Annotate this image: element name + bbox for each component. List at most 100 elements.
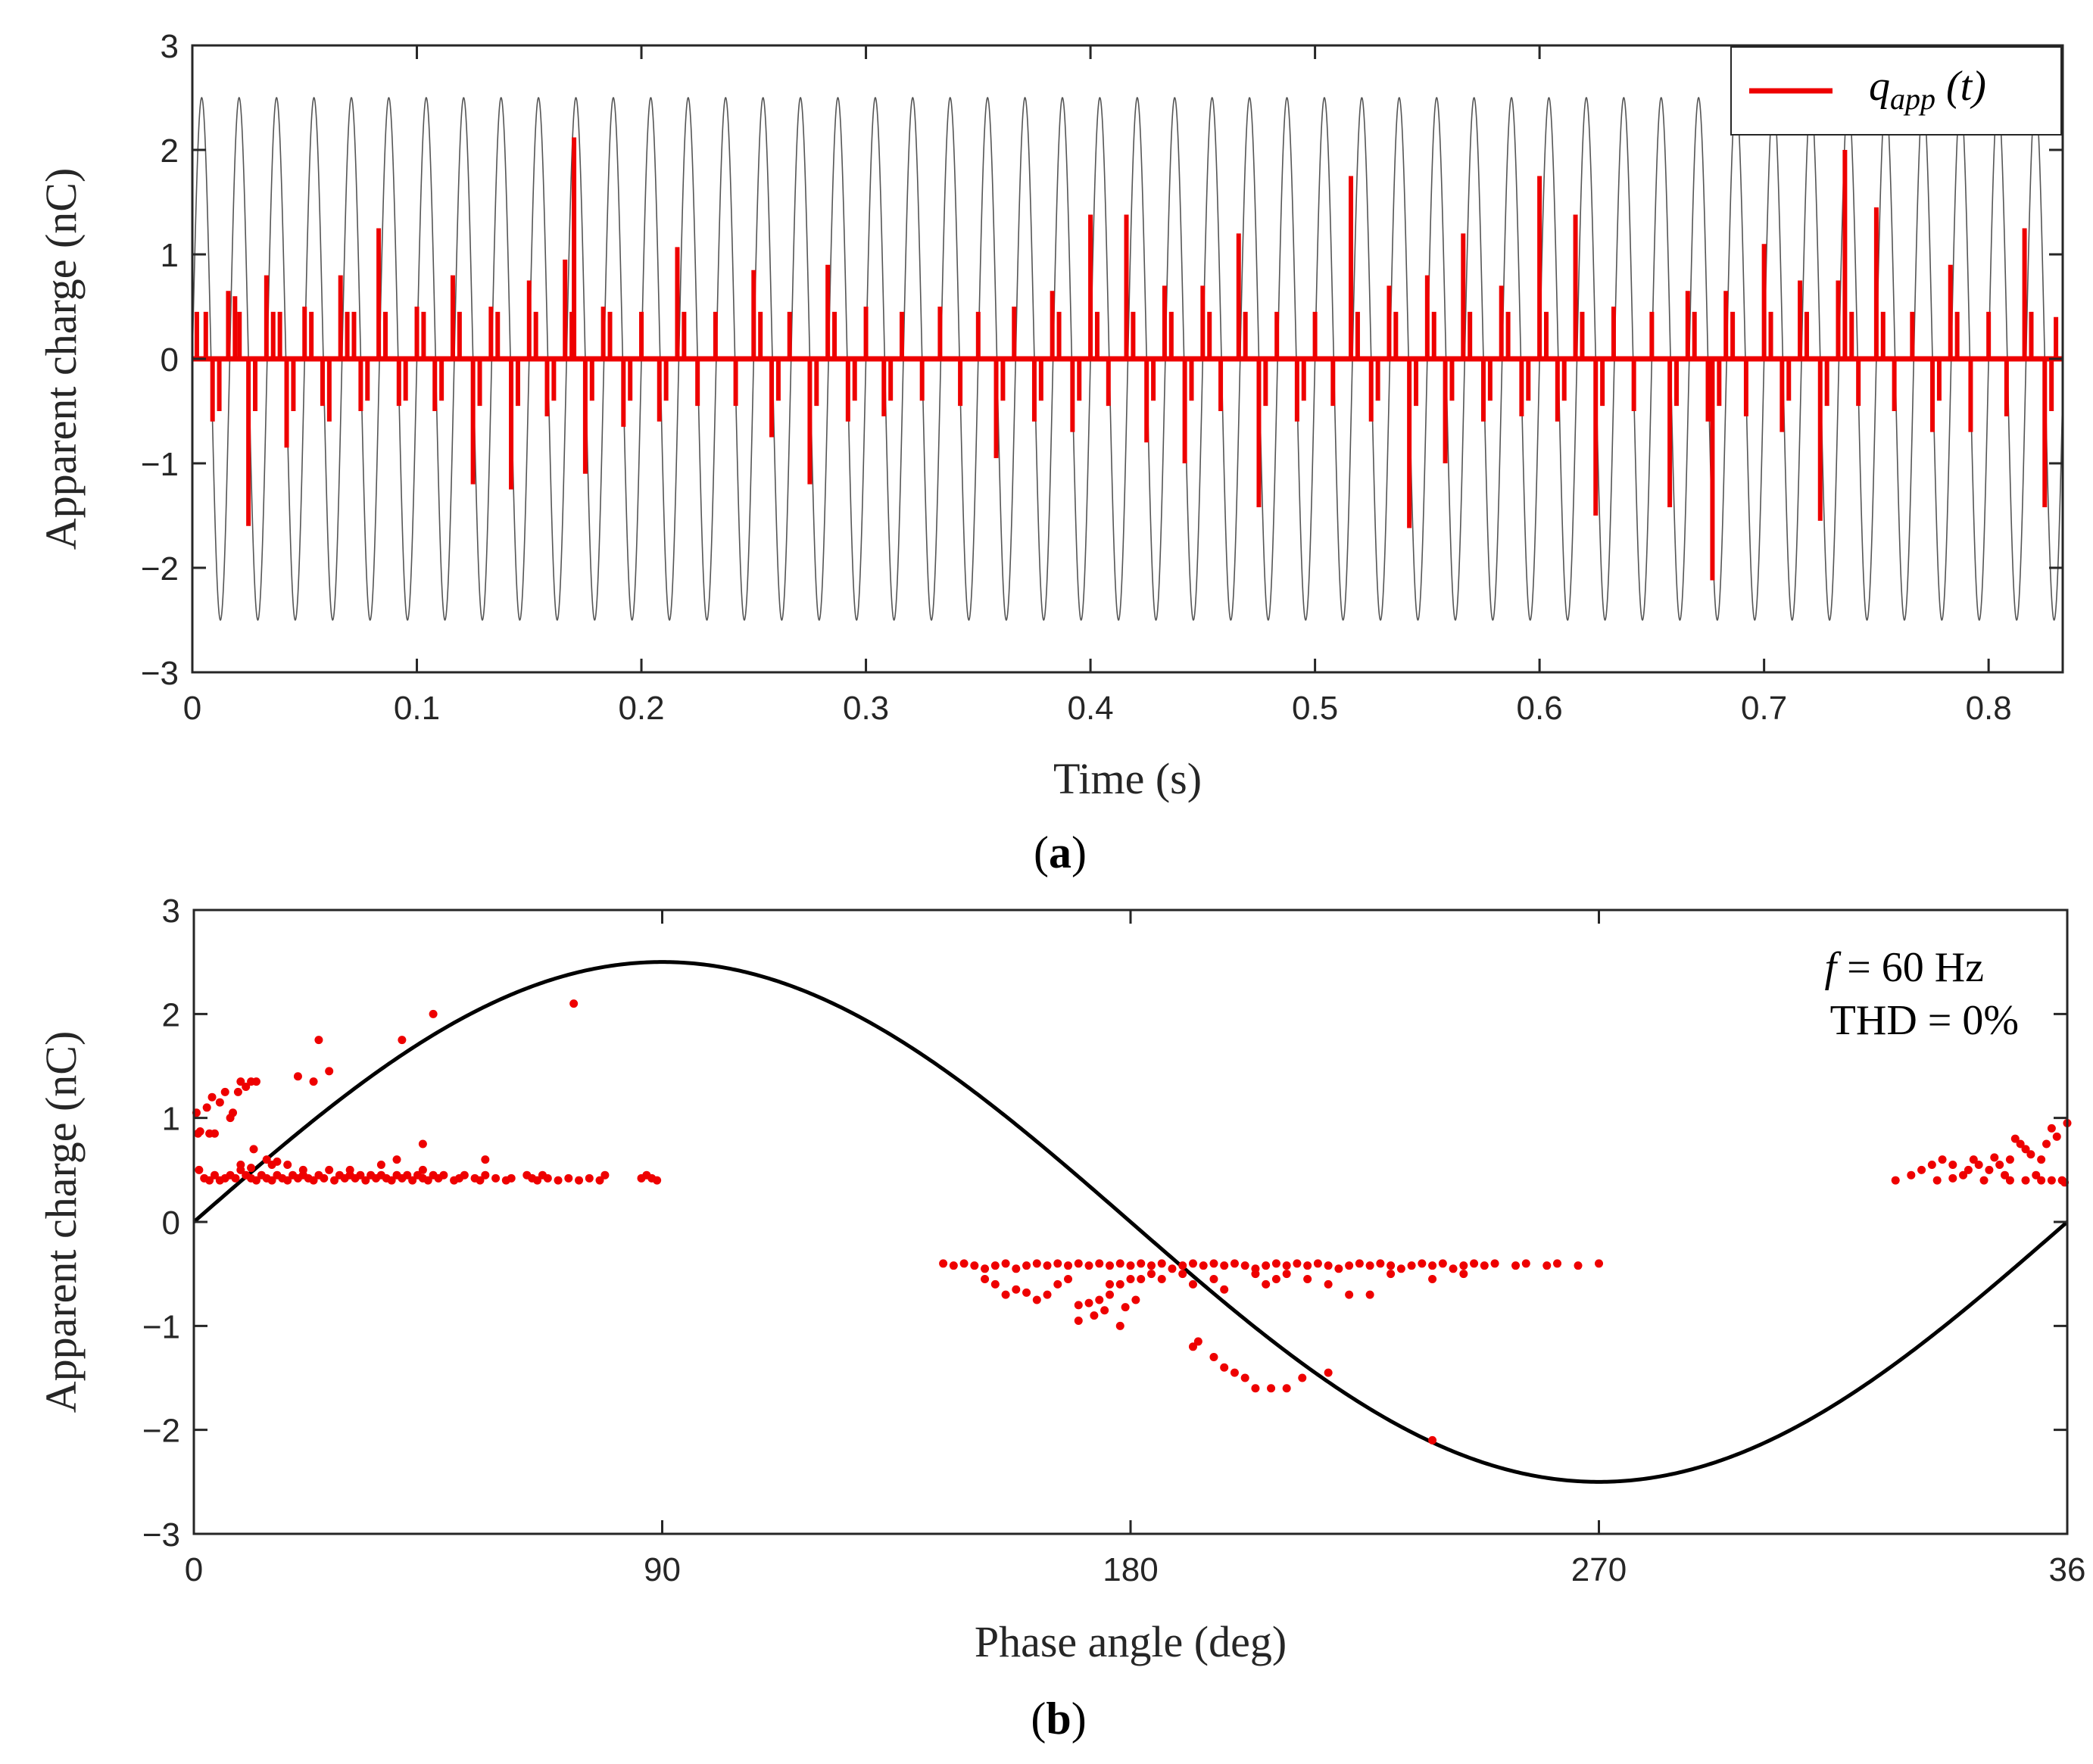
pd-point <box>325 1165 334 1174</box>
pd-point <box>1106 1279 1115 1289</box>
pd-point <box>1121 1303 1130 1312</box>
pd-point <box>507 1173 516 1183</box>
panel-label-a-letter: a <box>1049 827 1071 877</box>
y-tick-label: 0 <box>161 341 179 379</box>
pd-point <box>1459 1261 1468 1270</box>
pd-point <box>195 1127 204 1136</box>
y-tick-label: 1 <box>162 1101 180 1138</box>
pd-point <box>569 999 579 1008</box>
pd-point <box>1948 1173 1957 1183</box>
pd-point <box>205 1176 214 1185</box>
x-tick-label: 36 <box>2049 1551 2086 1588</box>
pd-point <box>1074 1259 1083 1268</box>
reference-voltage-sine <box>192 960 2069 1484</box>
pd-point <box>2021 1176 2030 1185</box>
pd-point <box>1282 1261 1291 1270</box>
y-tick-label: −2 <box>141 550 179 587</box>
pd-point <box>1157 1275 1166 1284</box>
pd-point <box>1303 1261 1312 1270</box>
pd-point <box>1146 1261 1156 1270</box>
y-tick-label: −3 <box>142 1516 180 1554</box>
panel-label-b-letter: b <box>1046 1694 1071 1744</box>
chart-a-reference-wave <box>192 96 2063 622</box>
pd-point <box>1188 1279 1197 1289</box>
pd-point <box>1376 1259 1385 1268</box>
pd-point <box>1985 1165 1994 1174</box>
y-tick-label: −3 <box>141 655 179 692</box>
pd-point <box>2052 1132 2061 1141</box>
x-tick-label: 0.8 <box>1966 690 2012 727</box>
pd-point <box>2005 1155 2014 1164</box>
x-tick-label: 0.6 <box>1517 690 1563 727</box>
legend-label-sub: app <box>1890 82 1935 116</box>
pd-point <box>1324 1279 1333 1289</box>
pd-point <box>1001 1259 1010 1268</box>
pd-point <box>1324 1368 1333 1377</box>
thd-annotation: THD = 0% <box>1830 997 2019 1044</box>
pd-point <box>1932 1176 1942 1185</box>
pd-point <box>1553 1259 1562 1268</box>
pd-point <box>1074 1301 1083 1310</box>
pd-point <box>1209 1259 1218 1268</box>
pd-point <box>1418 1259 1427 1268</box>
pd-point <box>293 1072 302 1081</box>
y-tick-label: 1 <box>161 237 179 274</box>
chart-b-xlabel: Phase angle (deg) <box>975 1617 1287 1666</box>
pd-point <box>267 1176 276 1185</box>
pd-point <box>262 1155 271 1164</box>
pd-point <box>543 1173 552 1183</box>
pd-point <box>1053 1279 1062 1289</box>
pd-point <box>1095 1295 1104 1304</box>
pd-point <box>1365 1290 1374 1299</box>
pd-point <box>1511 1261 1521 1270</box>
pd-point <box>1064 1275 1073 1284</box>
pd-point <box>1396 1264 1405 1273</box>
pd-point <box>1043 1290 1052 1299</box>
pd-point <box>1995 1160 2004 1169</box>
pd-point <box>981 1275 990 1284</box>
pd-point <box>1126 1275 1135 1284</box>
pd-point <box>1220 1363 1229 1372</box>
pd-point <box>1106 1290 1115 1299</box>
pd-point <box>314 1036 323 1045</box>
pd-point <box>949 1261 958 1270</box>
pd-point <box>1262 1261 1271 1270</box>
pd-point <box>460 1170 469 1180</box>
pd-point <box>939 1259 948 1268</box>
pd-point <box>2021 1145 2030 1154</box>
pd-point <box>1334 1264 1343 1273</box>
pd-point <box>476 1176 485 1185</box>
chart-b-reference-wave <box>192 960 2069 1484</box>
pd-point <box>356 1170 365 1180</box>
y-tick-label: 2 <box>161 132 179 170</box>
pd-point <box>1251 1384 1260 1393</box>
pd-point <box>236 1077 245 1086</box>
pd-point <box>1298 1373 1307 1382</box>
pd-point <box>1574 1261 1583 1270</box>
pd-point <box>585 1173 594 1183</box>
pd-point <box>242 1082 251 1091</box>
pd-point <box>320 1173 329 1183</box>
x-tick-label: 0 <box>183 690 201 727</box>
pd-point <box>2042 1139 2051 1148</box>
pd-point <box>1106 1261 1115 1270</box>
pd-point <box>1355 1259 1364 1268</box>
pd-point <box>1969 1155 1978 1164</box>
chart-b-panel-label: (b) <box>1031 1694 1086 1744</box>
pd-point <box>403 1170 412 1180</box>
pd-point <box>1282 1384 1291 1393</box>
pd-point <box>429 1009 438 1018</box>
pd-point <box>398 1036 407 1045</box>
pd-point <box>1345 1261 1354 1270</box>
pd-point <box>1293 1259 1302 1268</box>
pd-point <box>202 1103 211 1112</box>
pd-point <box>195 1165 204 1174</box>
pd-point <box>1891 1176 1900 1185</box>
pd-point <box>361 1176 370 1185</box>
chart-a-xlabel: Time (s) <box>1053 754 1202 803</box>
pd-point <box>1115 1259 1124 1268</box>
pd-point <box>1095 1259 1104 1268</box>
pd-point <box>423 1176 432 1185</box>
pd-point <box>959 1259 969 1268</box>
pd-point <box>298 1165 307 1174</box>
